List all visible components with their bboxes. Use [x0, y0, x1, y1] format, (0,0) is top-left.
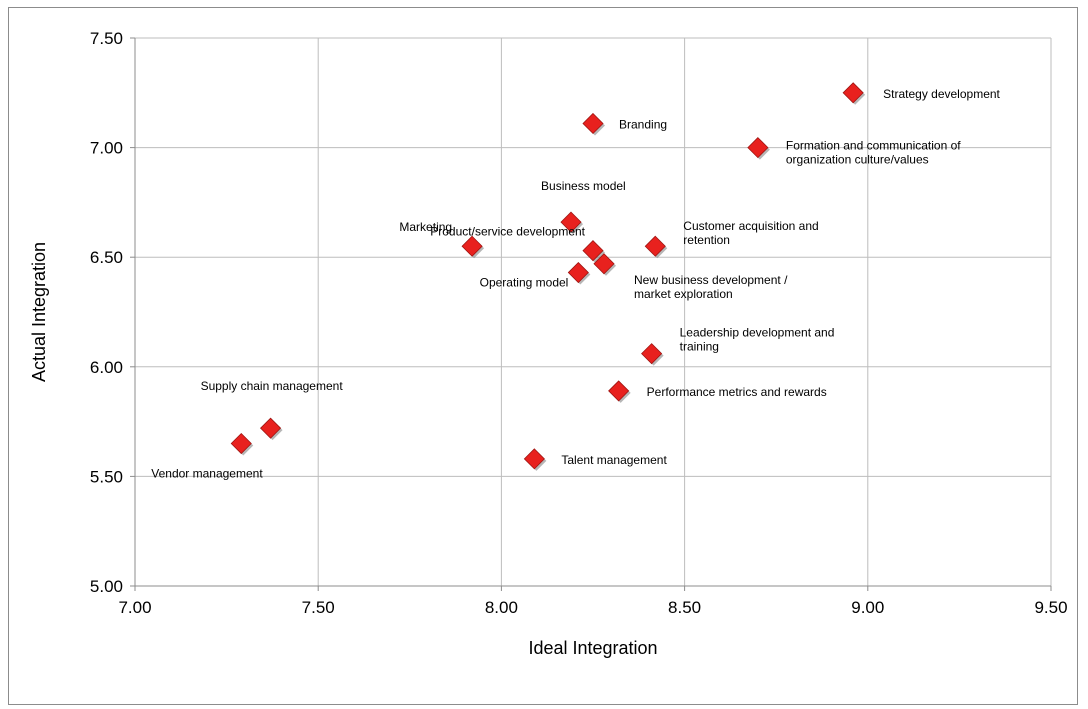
point-marker [842, 82, 864, 104]
point-label-line: Supply chain management [201, 379, 344, 393]
point-marker [582, 112, 604, 135]
data-points [230, 82, 866, 471]
x-tick-label: 7.00 [118, 598, 151, 617]
point-label: Customer acquisition and retention [683, 219, 818, 247]
grid-lines [135, 37, 1052, 586]
point-label-line: Talent management [561, 453, 667, 467]
point-marker [260, 417, 282, 439]
y-tick-label: 6.50 [90, 248, 123, 267]
point-marker [644, 235, 666, 257]
point-label: Supply chain management [201, 379, 344, 393]
point-label: Branding [619, 117, 667, 131]
point-label: Strategy development [883, 87, 1000, 101]
y-tick-label: 5.50 [90, 467, 123, 486]
point-label-line: Performance metrics and rewards [647, 385, 827, 399]
point-marker [593, 253, 615, 275]
point-marker [641, 343, 663, 365]
point-label-line: retention [683, 233, 730, 247]
axes [130, 37, 1052, 591]
point-marker [582, 240, 604, 262]
point-marker [567, 261, 589, 284]
point-label-line: Product/service development [430, 225, 585, 239]
x-tick-label: 8.50 [668, 598, 701, 617]
point-label-line: Customer acquisition and [683, 219, 818, 233]
point-marker [747, 137, 769, 159]
x-tick-label: 9.50 [1034, 598, 1067, 617]
point-label-line: market exploration [634, 287, 733, 301]
point-labels: Strategy development Branding Formation an… [151, 87, 1000, 481]
point-label: Vendor management [151, 467, 263, 481]
x-tick-label: 9.00 [851, 598, 884, 617]
point-marker [523, 448, 545, 470]
point-label: Talent management [561, 453, 667, 467]
point-label-line: Formation and communication of [786, 139, 961, 153]
point-label-line: organization culture/values [786, 153, 929, 167]
point-label-line: Vendor management [151, 467, 263, 481]
tick-labels: 7.00 7.50 8.00 8.50 9.00 9.50 5.00 5.50 6.00 6.50… [90, 29, 1068, 617]
y-tick-label: 7.00 [90, 139, 123, 158]
point-label-line: Strategy development [883, 87, 1000, 101]
point-marker [461, 235, 483, 257]
point-label-line: Marketing [399, 220, 452, 234]
point-label-line: New business development / [634, 273, 788, 287]
point-label-line: Leadership development and [680, 326, 835, 340]
point-label: Performance metrics and rewards [647, 385, 827, 399]
point-label: Operating model [480, 276, 569, 290]
point-label-line: Operating model [480, 276, 569, 290]
x-tick-label: 7.50 [302, 598, 335, 617]
y-axis-title: Actual Integration [29, 242, 49, 382]
y-tick-label: 5.00 [90, 577, 123, 596]
y-tick-label: 7.50 [90, 29, 123, 48]
point-label: Business model [541, 179, 626, 193]
x-axis-title: Ideal Integration [528, 638, 657, 658]
x-tick-label: 8.00 [485, 598, 518, 617]
chart-frame [8, 7, 1078, 705]
point-label-line: Branding [619, 117, 667, 131]
point-marker [230, 432, 252, 455]
point-marker [608, 380, 630, 402]
y-tick-label: 6.00 [90, 358, 123, 377]
point-label-line: Business model [541, 179, 626, 193]
point-label: Marketing [399, 220, 452, 234]
point-label: Product/service development [430, 225, 585, 239]
point-label: Formation and communication of organizati… [786, 139, 961, 167]
point-label: Leadership development and training [680, 326, 835, 354]
point-label-line: training [680, 340, 719, 354]
point-label: New business development / market explora… [634, 273, 788, 301]
point-marker [560, 211, 582, 233]
